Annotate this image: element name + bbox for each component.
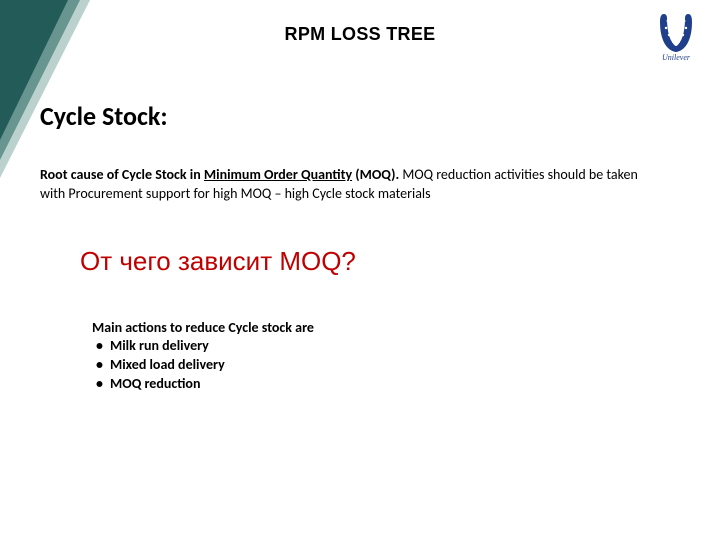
para-after-underline: (MOQ). [352,166,402,183]
para-underline: Minimum Order Quantity [204,166,352,183]
para-prefix: Root cause of Cycle Stock in [40,166,204,183]
actions-list: Milk run delivery Mixed load delivery MO… [92,337,680,394]
list-item: Milk run delivery [92,337,680,356]
brand-logo: Unilever [652,12,700,64]
root-cause-paragraph: Root cause of Cycle Stock in Minimum Ord… [40,166,650,204]
slide-content: Cycle Stock: Root cause of Cycle Stock i… [40,100,680,393]
header-bar: RPM LOSS TREE [0,18,720,50]
section-title: Cycle Stock: [40,100,680,132]
actions-block: Main actions to reduce Cycle stock are M… [92,319,680,394]
list-item: Mixed load delivery [92,356,680,375]
moq-question: От чего зависит MOQ? [80,246,680,277]
actions-lead: Main actions to reduce Cycle stock are [92,319,680,336]
list-item: MOQ reduction [92,375,680,394]
brand-logo-text: Unilever [662,53,690,62]
page-header-title: RPM LOSS TREE [285,24,436,45]
